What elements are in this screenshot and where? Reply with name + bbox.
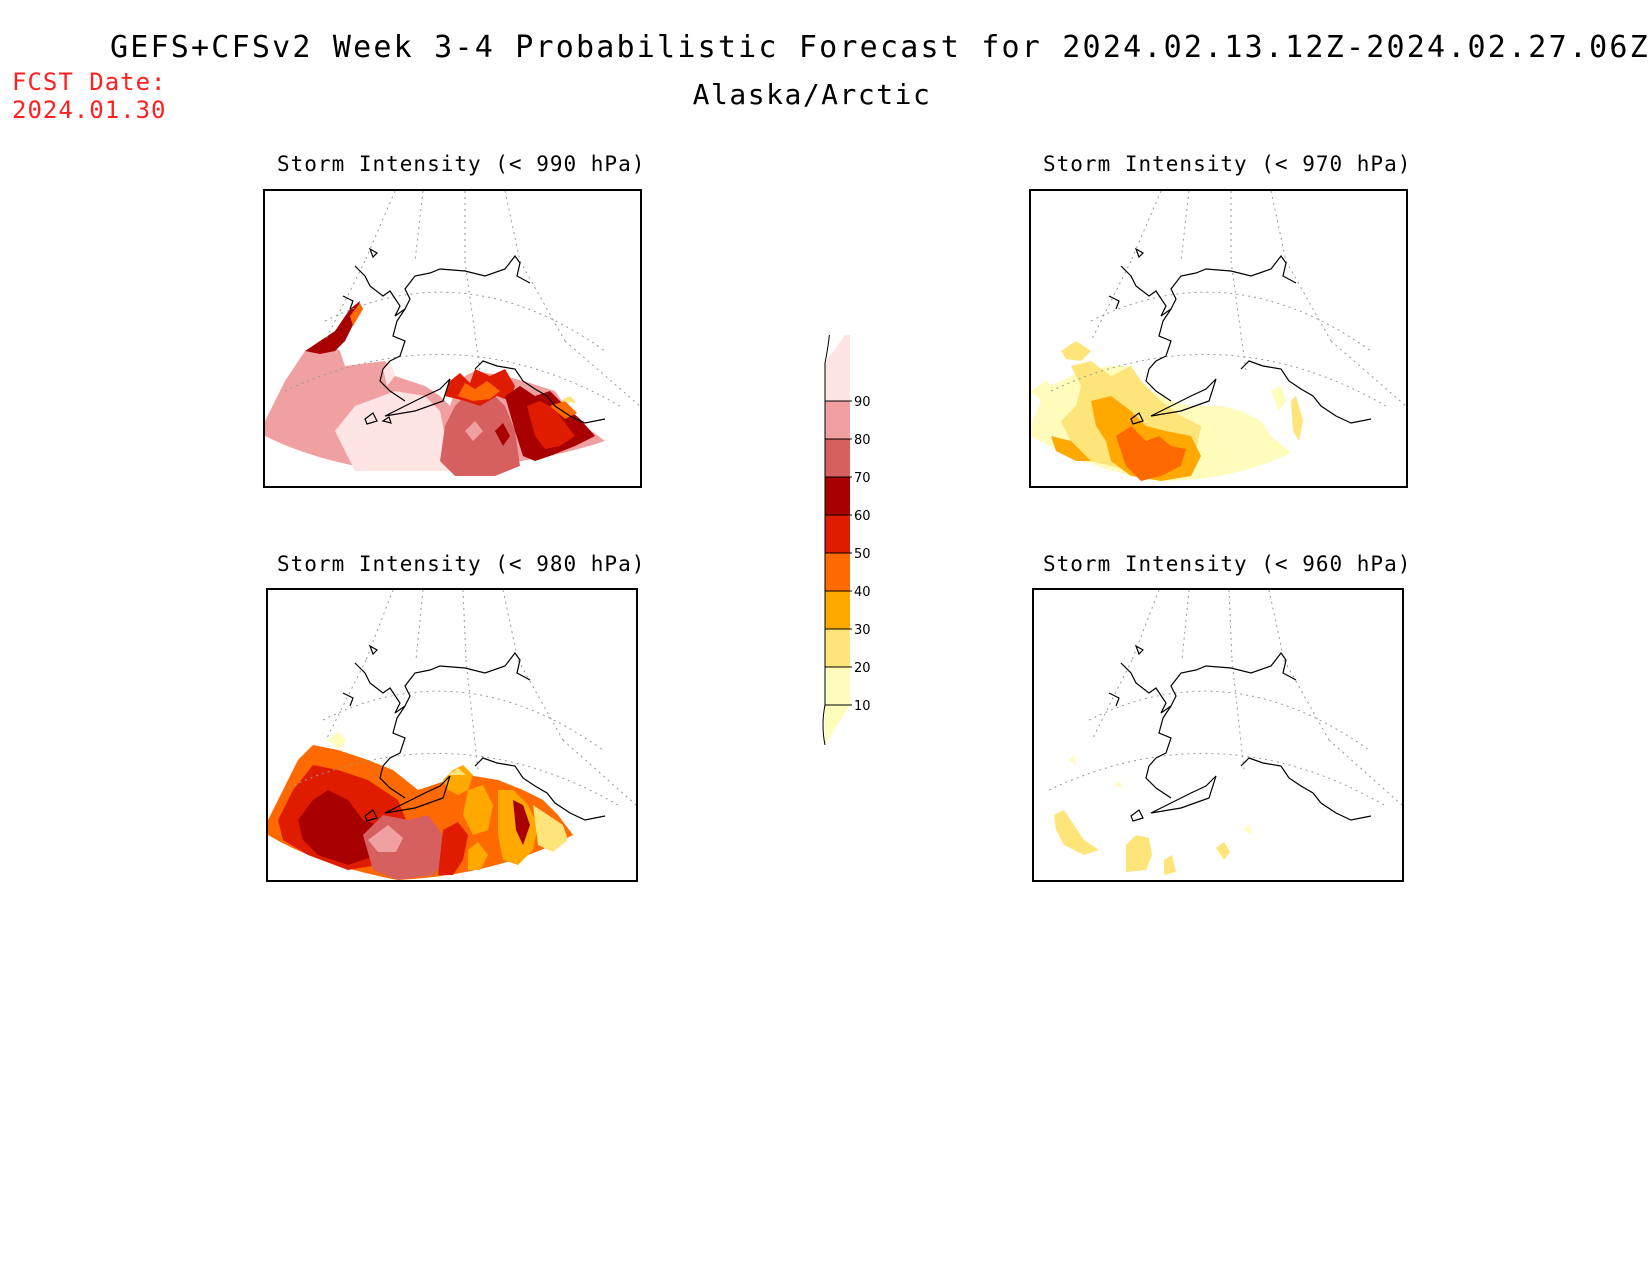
map-960-svg	[1048, 590, 1402, 875]
legend-top-triangle	[825, 328, 850, 363]
map-panel-980	[266, 588, 638, 882]
forecast-date-value: 2024.01.30	[12, 96, 167, 124]
chart-title: GEFS+CFSv2 Week 3-4 Probabilistic Foreca…	[110, 30, 1650, 65]
panel-title-990: Storm Intensity (< 990 hPa)	[277, 152, 646, 176]
map-panel-970	[1029, 189, 1408, 488]
probability-shading-990	[265, 301, 605, 476]
legend-outline-left	[822, 363, 826, 746]
probability-shading-960	[1054, 755, 1252, 875]
legend-bottom-triangle	[825, 705, 850, 745]
legend-label-50: 50	[854, 547, 871, 562]
region-label: Alaska/Arctic	[692, 78, 932, 111]
legend-label-70: 70	[854, 471, 871, 486]
region-subtitle: Alaska/Arctic	[0, 78, 1650, 111]
panel-title-980: Storm Intensity (< 980 hPa)	[277, 552, 646, 576]
legend-label-30: 30	[854, 623, 871, 638]
legend-svg: 10 20 30 40 50 60 70 80 90	[822, 327, 871, 746]
map-panel-960	[1032, 588, 1404, 882]
map-panel-990	[263, 189, 642, 488]
legend-label-10: 10	[854, 699, 871, 714]
legend-swatch-5	[825, 477, 850, 515]
coastline-980	[342, 644, 606, 822]
legend-label-40: 40	[854, 585, 871, 600]
legend-swatch-6	[825, 439, 850, 477]
legend-swatch-3	[825, 553, 850, 591]
legend-swatch-1	[825, 629, 850, 667]
legend-swatch-4	[825, 515, 850, 553]
legend-label-60: 60	[854, 509, 871, 524]
legend-label-80: 80	[854, 433, 871, 448]
forecast-date-label: FCST Date:	[12, 68, 167, 96]
map-970-svg	[1031, 191, 1406, 481]
graticule-970	[1050, 191, 1406, 407]
graticule-990	[284, 191, 640, 407]
panel-title-960: Storm Intensity (< 960 hPa)	[1043, 552, 1412, 576]
legend-swatch-0	[825, 667, 850, 705]
map-980-svg	[268, 590, 636, 880]
panel-title-970: Storm Intensity (< 970 hPa)	[1043, 152, 1412, 176]
legend-swatch-8	[825, 363, 850, 401]
graticule-980	[282, 590, 636, 806]
forecast-date-block: FCST Date: 2024.01.30	[12, 68, 167, 124]
legend-swatch-2	[825, 591, 850, 629]
coastline-970	[1108, 247, 1372, 425]
legend-label-90: 90	[854, 395, 871, 410]
coastline-960	[1108, 644, 1372, 822]
coastline-990	[342, 247, 606, 425]
probability-shading-980	[268, 732, 573, 880]
probability-shading-970	[1031, 341, 1303, 481]
legend-swatch-7	[825, 401, 850, 439]
legend-label-20: 20	[854, 661, 871, 676]
graticule-960	[1048, 590, 1402, 806]
map-990-svg	[265, 191, 640, 476]
color-legend: 10 20 30 40 50 60 70 80 90	[805, 327, 885, 746]
